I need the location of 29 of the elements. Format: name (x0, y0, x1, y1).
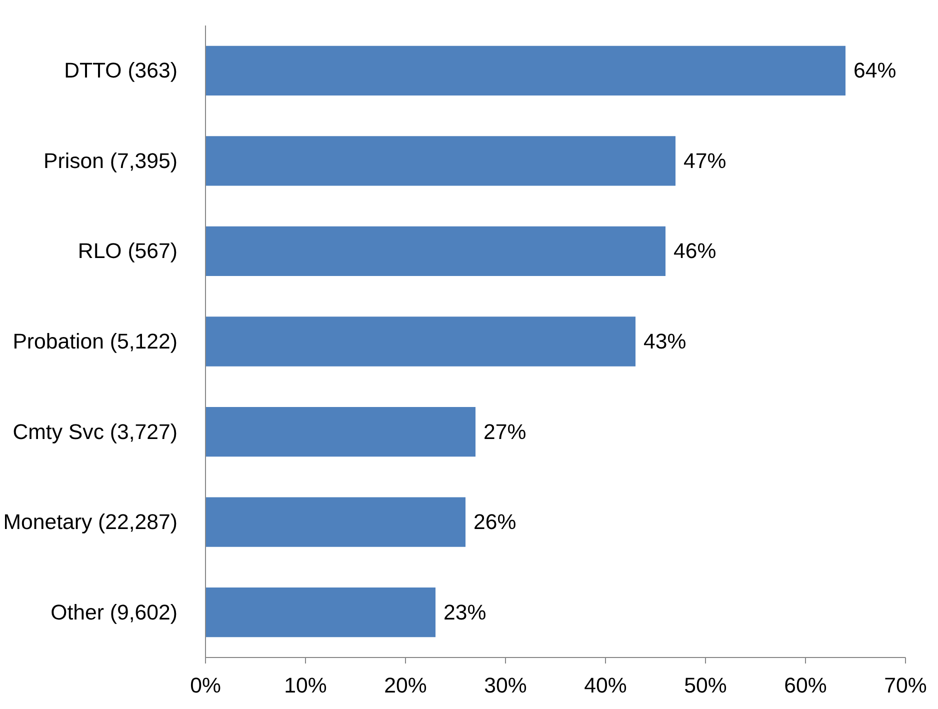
data-label: 26% (474, 510, 516, 534)
y-tick-label: Monetary (22,287) (3, 510, 178, 534)
data-label: 46% (674, 239, 716, 264)
bar (206, 136, 676, 186)
y-tick-label: RLO (567) (78, 239, 178, 264)
y-tick-label: Other (9,602) (50, 600, 178, 624)
y-tick-label: Cmty Svc (3,727) (12, 420, 178, 444)
data-label: 47% (684, 148, 726, 173)
bar (206, 406, 476, 457)
y-tick-label: DTTO (363) (64, 58, 178, 83)
x-tick-label: 60% (784, 674, 827, 698)
x-tick-label: 30% (484, 674, 527, 698)
data-label: 23% (444, 600, 486, 624)
y-tick-label: Probation (5,122) (12, 330, 178, 354)
x-tick-label: 50% (684, 674, 727, 698)
data-label: 64% (854, 58, 896, 83)
bar (206, 497, 466, 547)
x-tick-label: 10% (284, 674, 327, 698)
bar (206, 46, 846, 96)
bar (206, 316, 636, 366)
bar (206, 226, 666, 276)
x-tick-label: 20% (384, 674, 427, 698)
x-tick-label: 70% (884, 674, 927, 698)
bar (206, 588, 436, 638)
x-tick-label: 40% (584, 674, 627, 698)
x-tick-label: 0% (190, 674, 221, 698)
data-label: 43% (644, 330, 686, 354)
data-label: 27% (484, 420, 526, 444)
y-tick-label: Prison (7,395) (44, 148, 178, 173)
